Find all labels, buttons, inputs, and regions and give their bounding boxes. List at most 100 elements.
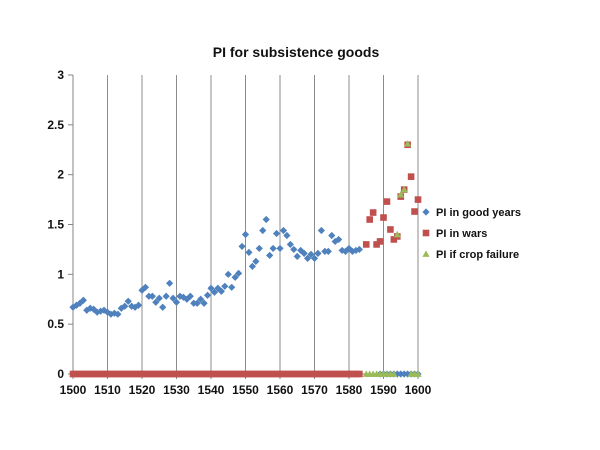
data-point <box>338 246 346 255</box>
data-point <box>241 230 250 239</box>
data-point <box>114 310 122 318</box>
data-point <box>269 370 277 378</box>
data-point <box>86 304 94 312</box>
data-point <box>173 370 180 378</box>
x-tick-label: 1600 <box>405 383 432 397</box>
data-point <box>114 370 122 378</box>
data-point <box>331 370 339 378</box>
data-point <box>110 309 118 317</box>
data-point <box>300 249 308 258</box>
data-point <box>228 370 235 378</box>
data-point <box>118 370 125 378</box>
x-tick-label: 1590 <box>370 383 397 397</box>
data-point <box>325 370 332 378</box>
data-point <box>276 370 284 378</box>
data-point <box>272 229 281 238</box>
data-point <box>328 231 336 240</box>
legend-marker-triangle <box>422 250 430 257</box>
data-point <box>404 140 412 147</box>
data-point <box>380 214 387 221</box>
data-point <box>131 370 139 378</box>
data-point <box>159 370 166 378</box>
data-point <box>214 284 222 292</box>
data-point <box>345 370 353 378</box>
data-point <box>180 370 187 378</box>
data-point <box>90 370 97 378</box>
y-tick-label: 0 <box>57 367 64 381</box>
x-tick-label: 1570 <box>301 383 328 397</box>
data-point <box>283 231 291 240</box>
data-point <box>179 293 187 301</box>
data-point <box>214 370 222 378</box>
legend: PI in good years PI in wars PI if crop fai… <box>422 207 521 261</box>
data-point <box>97 370 104 378</box>
data-point <box>293 252 301 260</box>
data-point <box>387 226 394 233</box>
data-point <box>204 370 211 378</box>
data-point <box>324 247 332 256</box>
data-point <box>152 370 160 378</box>
series-square <box>69 141 422 378</box>
data-point <box>287 370 294 378</box>
data-point <box>318 370 325 378</box>
data-point <box>80 370 87 378</box>
data-point <box>304 254 312 262</box>
data-point <box>221 370 229 378</box>
data-point <box>190 370 198 378</box>
data-point <box>128 302 136 310</box>
data-point <box>269 244 277 253</box>
data-point <box>314 370 322 378</box>
data-point <box>352 246 360 255</box>
data-point <box>107 310 115 318</box>
data-point <box>262 215 270 224</box>
data-point <box>238 242 246 251</box>
data-point <box>266 251 274 259</box>
data-point <box>207 370 215 378</box>
data-point <box>76 370 84 378</box>
data-point <box>183 370 191 378</box>
data-point <box>266 370 273 378</box>
data-point <box>355 245 363 254</box>
data-point <box>83 370 91 378</box>
data-point <box>193 370 201 378</box>
x-tick-label: 1530 <box>163 383 190 397</box>
data-point <box>304 370 311 378</box>
data-point <box>338 370 346 378</box>
gridlines <box>107 75 419 374</box>
legend-label: PI in good years <box>436 207 521 219</box>
data-point <box>186 292 194 300</box>
data-point <box>276 244 284 253</box>
data-point <box>142 370 149 378</box>
data-point <box>259 370 267 378</box>
data-point <box>72 301 81 309</box>
y-tick-label: 1 <box>57 267 64 281</box>
data-point <box>311 370 318 378</box>
legend-label: PI in wars <box>436 228 487 240</box>
data-point <box>155 370 163 378</box>
data-point <box>124 370 132 378</box>
data-point <box>97 307 105 315</box>
data-point <box>342 370 349 378</box>
x-tick-label: 1500 <box>60 383 87 397</box>
data-points <box>69 140 422 378</box>
data-point <box>321 370 329 378</box>
data-point <box>197 295 205 303</box>
data-point <box>159 303 167 311</box>
data-point <box>242 370 249 378</box>
data-point <box>245 248 253 257</box>
data-point <box>407 173 415 180</box>
data-point <box>148 292 156 300</box>
data-point <box>252 370 260 378</box>
data-point <box>128 370 135 378</box>
data-point <box>290 370 298 378</box>
data-point <box>176 370 184 378</box>
data-point <box>83 306 91 314</box>
data-point <box>162 292 170 300</box>
data-point <box>107 370 115 378</box>
data-point <box>121 370 129 378</box>
data-point <box>328 370 336 378</box>
data-point <box>121 302 129 310</box>
data-point <box>166 370 173 378</box>
data-point <box>231 370 239 378</box>
data-point <box>231 273 239 281</box>
